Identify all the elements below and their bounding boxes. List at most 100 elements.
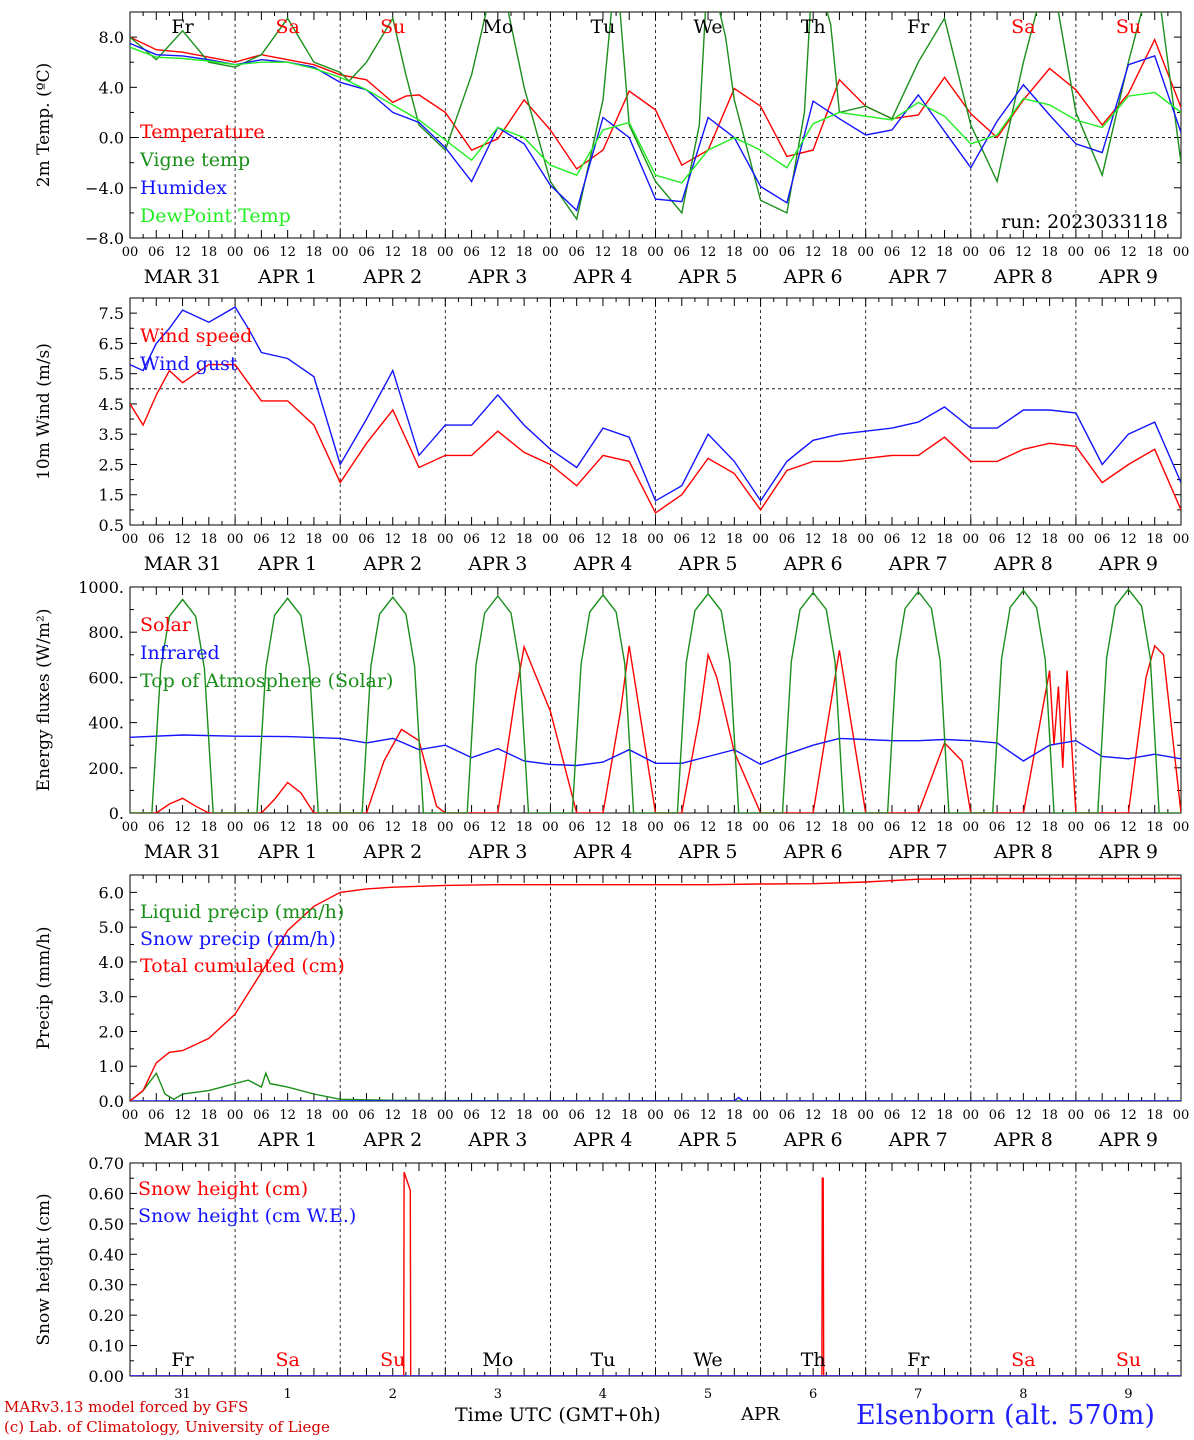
series-line [130, 46, 1181, 184]
x-hour-label: 06 [568, 820, 585, 835]
x-hour-label: 18 [1146, 820, 1163, 835]
day-number-label: 9 [1124, 1387, 1132, 1402]
x-hour-label: 18 [726, 532, 743, 547]
x-hour-label: 06 [253, 532, 270, 547]
x-date-label: APR 8 [993, 553, 1053, 575]
x-hour-label: 00 [752, 245, 769, 260]
y-tick-label: 0.0 [99, 129, 124, 148]
x-hour-label: 00 [752, 532, 769, 547]
x-hour-label: 12 [805, 1108, 822, 1123]
x-date-label: APR 6 [783, 1129, 843, 1151]
x-hour-label: 06 [989, 245, 1006, 260]
panel-2: 0.5 1.5 2.5 3.5 4.5 5.5 6.5 7.5 10m Wind (m/s) Wi… [34, 297, 1189, 575]
x-hour-label: 18 [516, 532, 533, 547]
day-number-label: 2 [389, 1387, 397, 1402]
x-hour-label: 06 [884, 245, 901, 260]
x-hour-label: 12 [279, 532, 296, 547]
x-hour-label: 18 [306, 532, 323, 547]
y-tick-label: 0.40 [88, 1245, 124, 1264]
x-hour-label: 18 [621, 1108, 638, 1123]
day-number-label: 4 [599, 1387, 607, 1402]
credit-line-1: MARv3.13 model forced by GFS [4, 1398, 249, 1416]
x-hour-label: 00 [1173, 820, 1190, 835]
x-hour-label: 00 [963, 1108, 980, 1123]
legend-entry: Liquid precip (mm/h) [140, 901, 344, 923]
x-hour-label: 18 [306, 1108, 323, 1123]
x-hour-label: 00 [857, 532, 874, 547]
panel-4: 0.0 1.0 2.0 3.0 4.0 5.0 6.0 Precip (mm/h) Liquid… [34, 874, 1189, 1151]
x-hour-label: 06 [989, 1108, 1006, 1123]
x-hour-label: 00 [437, 1108, 454, 1123]
x-hour-label: 00 [122, 245, 139, 260]
panel-5: 0.00 0.10 0.20 0.30 0.40 0.50 0.60 0.70 Snow hei… [34, 1154, 1182, 1402]
x-date-label: APR 1 [257, 266, 317, 288]
x-hour-label: 00 [647, 532, 664, 547]
x-hour-label: 00 [1173, 245, 1190, 260]
x-hour-label: 06 [674, 820, 691, 835]
x-hour-label: 06 [1094, 1108, 1111, 1123]
x-date-label: APR 4 [572, 1129, 632, 1151]
x-hour-label: 06 [674, 532, 691, 547]
legend-entry: Wind speed [140, 325, 252, 347]
x-hour-label: 18 [1041, 245, 1058, 260]
x-hour-label: 00 [227, 1108, 244, 1123]
day-of-week-label: Th [801, 1349, 826, 1371]
x-hour-label: 12 [1015, 245, 1032, 260]
x-hour-label: 06 [779, 532, 796, 547]
x-date-label: APR 8 [993, 841, 1053, 863]
legend-entry: Solar [140, 614, 192, 636]
day-number-label: 1 [284, 1387, 292, 1402]
y-axis-title: Precip (mm/h) [34, 926, 54, 1049]
y-tick-label: 1.0 [99, 1057, 124, 1076]
y-tick-label: 6.0 [99, 883, 124, 902]
month-label: APR [741, 1404, 780, 1425]
x-hour-label: 06 [674, 1108, 691, 1123]
x-hour-label: 18 [201, 820, 218, 835]
x-hour-label: 12 [490, 820, 507, 835]
x-hour-label: 00 [1068, 532, 1085, 547]
x-hour-label: 12 [595, 1108, 612, 1123]
time-axis-label: Time UTC (GMT+0h) [455, 1404, 661, 1426]
x-hour-label: 00 [752, 1108, 769, 1123]
day-of-week-label: Fr [907, 16, 930, 38]
x-hour-label: 00 [437, 245, 454, 260]
x-hour-label: 12 [384, 820, 401, 835]
x-hour-label: 06 [148, 532, 165, 547]
x-hour-label: 18 [831, 532, 848, 547]
x-hour-label: 12 [700, 1108, 717, 1123]
day-of-week-label: We [693, 16, 722, 38]
x-hour-label: 12 [805, 820, 822, 835]
x-date-label: APR 2 [362, 266, 422, 288]
x-hour-label: 12 [595, 245, 612, 260]
x-hour-label: 18 [726, 245, 743, 260]
day-number-label: 3 [494, 1387, 502, 1402]
y-tick-label: −8.0 [85, 229, 124, 248]
x-hour-label: 06 [779, 820, 796, 835]
y-tick-label: 4.5 [99, 395, 124, 414]
y-tick-label: 0.5 [99, 516, 124, 535]
x-date-label: APR 5 [678, 1129, 738, 1151]
x-hour-label: 00 [542, 245, 559, 260]
legend-entry: Top of Atmosphere (Solar) [140, 670, 393, 692]
x-date-label: APR 5 [678, 553, 738, 575]
x-hour-label: 12 [174, 532, 191, 547]
x-hour-label: 12 [384, 1108, 401, 1123]
x-hour-label: 06 [1094, 820, 1111, 835]
y-tick-label: 400. [88, 714, 124, 733]
x-date-label: APR 3 [467, 266, 527, 288]
x-hour-label: 18 [201, 532, 218, 547]
x-hour-label: 12 [490, 245, 507, 260]
x-hour-label: 18 [411, 245, 428, 260]
x-date-label: APR 8 [993, 1129, 1053, 1151]
run-label: run: 2023033118 [1001, 211, 1168, 233]
x-hour-label: 00 [122, 820, 139, 835]
x-hour-label: 12 [595, 820, 612, 835]
x-hour-label: 18 [621, 245, 638, 260]
x-hour-label: 12 [279, 245, 296, 260]
y-tick-label: 600. [88, 668, 124, 687]
y-tick-label: 0. [109, 804, 124, 823]
x-hour-label: 18 [831, 1108, 848, 1123]
x-hour-label: 00 [963, 532, 980, 547]
station-name: Elsenborn (alt. 570m) [856, 1400, 1155, 1431]
